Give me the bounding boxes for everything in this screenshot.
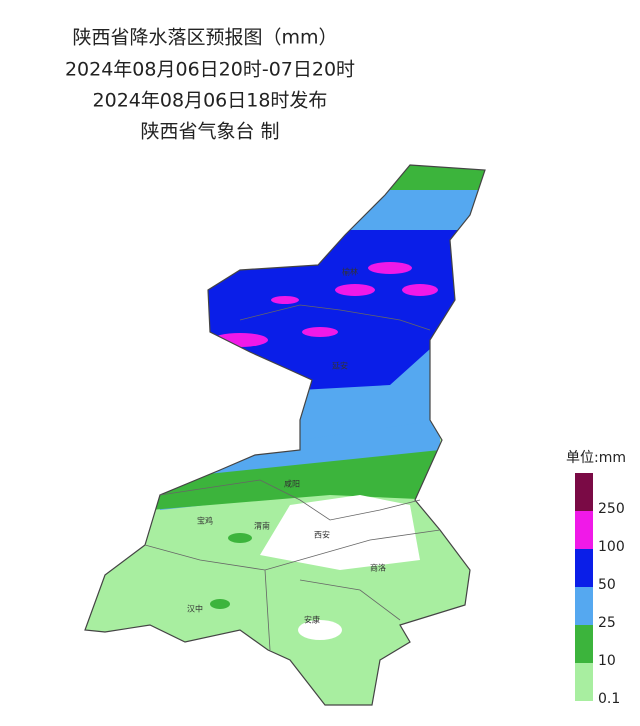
boundaries — [84, 164, 486, 706]
valid-time: 2024年08月06日20时-07日20时 — [65, 59, 355, 81]
legend-label: 250 — [598, 501, 625, 517]
legend-swatch — [575, 473, 593, 511]
legend-swatch — [575, 549, 593, 587]
city-label: 西安 — [314, 530, 330, 540]
city-label: 渭南 — [254, 521, 270, 531]
legend-swatch — [575, 663, 593, 701]
issue-time: 2024年08月06日18时发布 — [93, 90, 328, 112]
legend-label: 100 — [598, 539, 625, 555]
issuer: 陕西省气象台 制 — [140, 121, 279, 143]
city-label: 榆林 — [342, 267, 358, 277]
city-label: 宝鸡 — [197, 516, 213, 526]
city-label: 安康 — [304, 615, 320, 625]
legend-swatch — [575, 587, 593, 625]
legend-label: 50 — [598, 577, 616, 593]
legend-label: 25 — [598, 615, 616, 631]
legend-label: 0.1 — [598, 691, 620, 707]
legend-label: 10 — [598, 653, 616, 669]
map-title: 陕西省降水落区预报图（mm） — [72, 27, 337, 49]
legend-swatch — [575, 511, 593, 549]
city-label: 商洛 — [370, 563, 386, 573]
city-label: 延安 — [332, 361, 348, 371]
precip-map — [85, 165, 485, 705]
city-label: 汉中 — [187, 604, 203, 614]
legend-title: 单位:mm — [566, 450, 626, 466]
legend-swatch — [575, 625, 593, 663]
city-label: 咸阳 — [284, 479, 300, 489]
legend: 250 100 50 25 10 0.1 — [575, 473, 625, 707]
